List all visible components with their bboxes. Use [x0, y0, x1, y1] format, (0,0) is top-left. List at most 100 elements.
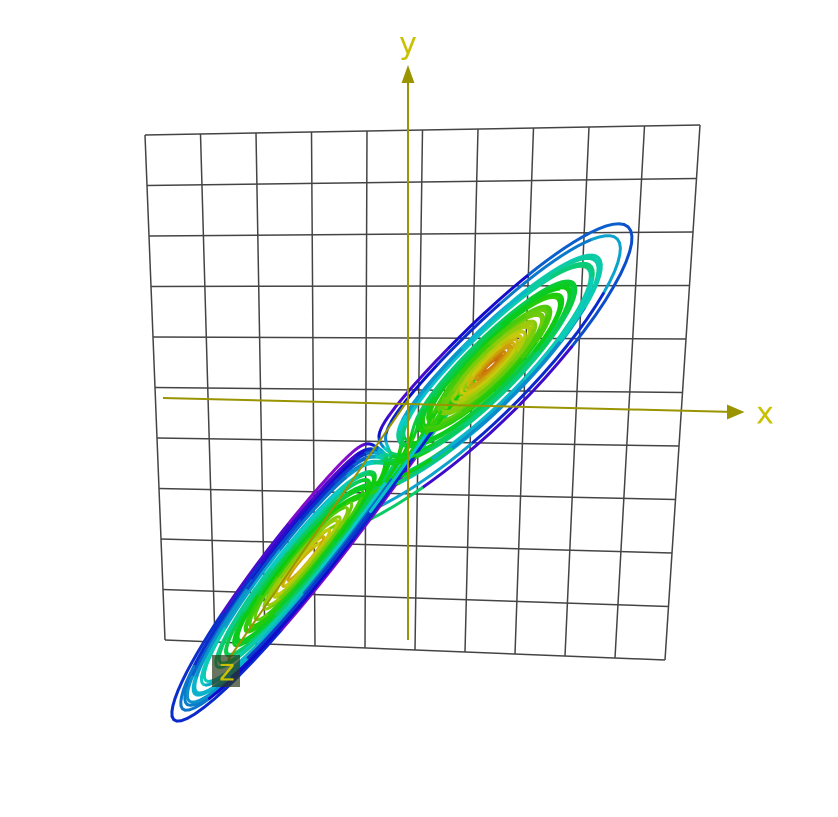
trajectory-segment [235, 612, 278, 644]
trajectory-segment [274, 589, 286, 596]
trajectory-segment [412, 425, 464, 458]
trajectory-segment [293, 511, 328, 548]
trajectory-segment [526, 293, 563, 309]
trajectory-segment [305, 537, 320, 552]
trajectory-segment [449, 341, 561, 451]
y-label: y [399, 27, 417, 62]
trajectory-segment [431, 378, 451, 406]
trajectory-segment [423, 346, 464, 391]
trajectory-segment [474, 371, 480, 381]
trajectory-segment [316, 535, 326, 541]
trajectory-segment [341, 506, 350, 512]
trajectory-segment [309, 468, 341, 503]
trajectory-segment [381, 461, 399, 466]
trajectory-segment [170, 628, 284, 723]
trajectory-segment [286, 477, 329, 527]
trajectory-segment [369, 432, 428, 513]
trajectory-segment [337, 454, 357, 472]
trajectory-segment [506, 343, 513, 352]
trajectory-segment [436, 329, 485, 379]
trajectory-segment [480, 305, 530, 347]
trajectory-segment [388, 454, 405, 459]
trajectory-segment [520, 322, 535, 332]
trajectory-segment [241, 551, 288, 615]
trajectory-segment [343, 465, 363, 480]
trajectory-segment [364, 470, 376, 475]
grid-line [514, 127, 535, 655]
trajectory-segment [302, 476, 395, 595]
trajectory-segment [452, 367, 472, 392]
trajectory-segment [268, 517, 314, 572]
trajectory-segment [486, 335, 512, 356]
trajectory-segment [461, 288, 530, 350]
trajectory-segment [358, 478, 370, 484]
trajectory-segment [417, 405, 427, 425]
trajectory-segment [510, 328, 535, 365]
trajectory-segment [244, 594, 263, 631]
trajectory-segment [570, 223, 634, 349]
trajectory-segment [365, 476, 376, 498]
trajectory-segment [459, 386, 466, 395]
trajectory-segment [515, 331, 527, 354]
trajectory-segment [326, 522, 339, 542]
trajectory-segment [317, 528, 330, 538]
trajectory-segment [377, 426, 383, 438]
trajectory-segment [533, 312, 545, 332]
trajectory-segment [475, 369, 499, 390]
trajectory-segment [311, 526, 341, 564]
trajectory-segment [447, 272, 531, 349]
trajectory-segment [527, 222, 626, 276]
trajectory-segment [514, 334, 523, 344]
trajectory-segment [467, 351, 536, 418]
trajectory-segment [390, 399, 408, 423]
trajectory-segment [202, 627, 227, 683]
grid-line [154, 386, 683, 394]
trajectory-segment [258, 499, 313, 567]
trajectory-segment [532, 297, 564, 355]
axes [162, 65, 745, 661]
trajectory-segment [489, 351, 518, 383]
grid-line [664, 124, 701, 661]
trajectory-segment [483, 362, 503, 381]
trajectory-segment [457, 322, 504, 367]
trajectory-segment [353, 448, 366, 458]
trajectory-segment [471, 357, 523, 408]
trajectory-segment [468, 343, 496, 371]
trajectory-segment [320, 479, 388, 569]
trajectory-segment [351, 457, 367, 468]
trajectory-segment [459, 342, 492, 376]
trajectory-segment [526, 255, 596, 292]
trajectory-segment [266, 577, 282, 604]
trajectory-segment [379, 414, 391, 430]
trajectory-segment [170, 613, 223, 718]
trajectory-segment [410, 414, 420, 433]
trajectory-segment [425, 407, 440, 431]
x-arrow [727, 404, 745, 420]
trajectory-segment [274, 540, 307, 580]
trajectory-segment [224, 568, 272, 640]
trajectory-segment [267, 564, 316, 615]
trajectory-segment [379, 442, 473, 508]
z-marker [212, 655, 240, 687]
trajectory-segment [466, 373, 475, 387]
trajectory-segment [228, 600, 292, 656]
trajectory-segment [194, 588, 248, 680]
grid-line [564, 126, 590, 657]
trajectory-segment [225, 611, 245, 656]
trajectory-segment [346, 486, 367, 497]
trajectory-segment [422, 424, 446, 433]
trajectory-segment [274, 534, 344, 616]
trajectory-segment [312, 516, 352, 568]
trajectory-segment [279, 538, 338, 607]
trajectory-segment [488, 314, 529, 346]
trajectory-segment [475, 361, 514, 398]
trajectory-segment [298, 482, 335, 523]
attractor [170, 222, 634, 723]
trajectory-segment [529, 282, 574, 301]
trajectory-segment [483, 343, 504, 362]
trajectory-segment [440, 394, 447, 411]
trajectory-segment [234, 565, 324, 659]
trajectory-segment [476, 298, 533, 346]
trajectory-segment [185, 674, 234, 704]
trajectory-segment [363, 480, 388, 490]
